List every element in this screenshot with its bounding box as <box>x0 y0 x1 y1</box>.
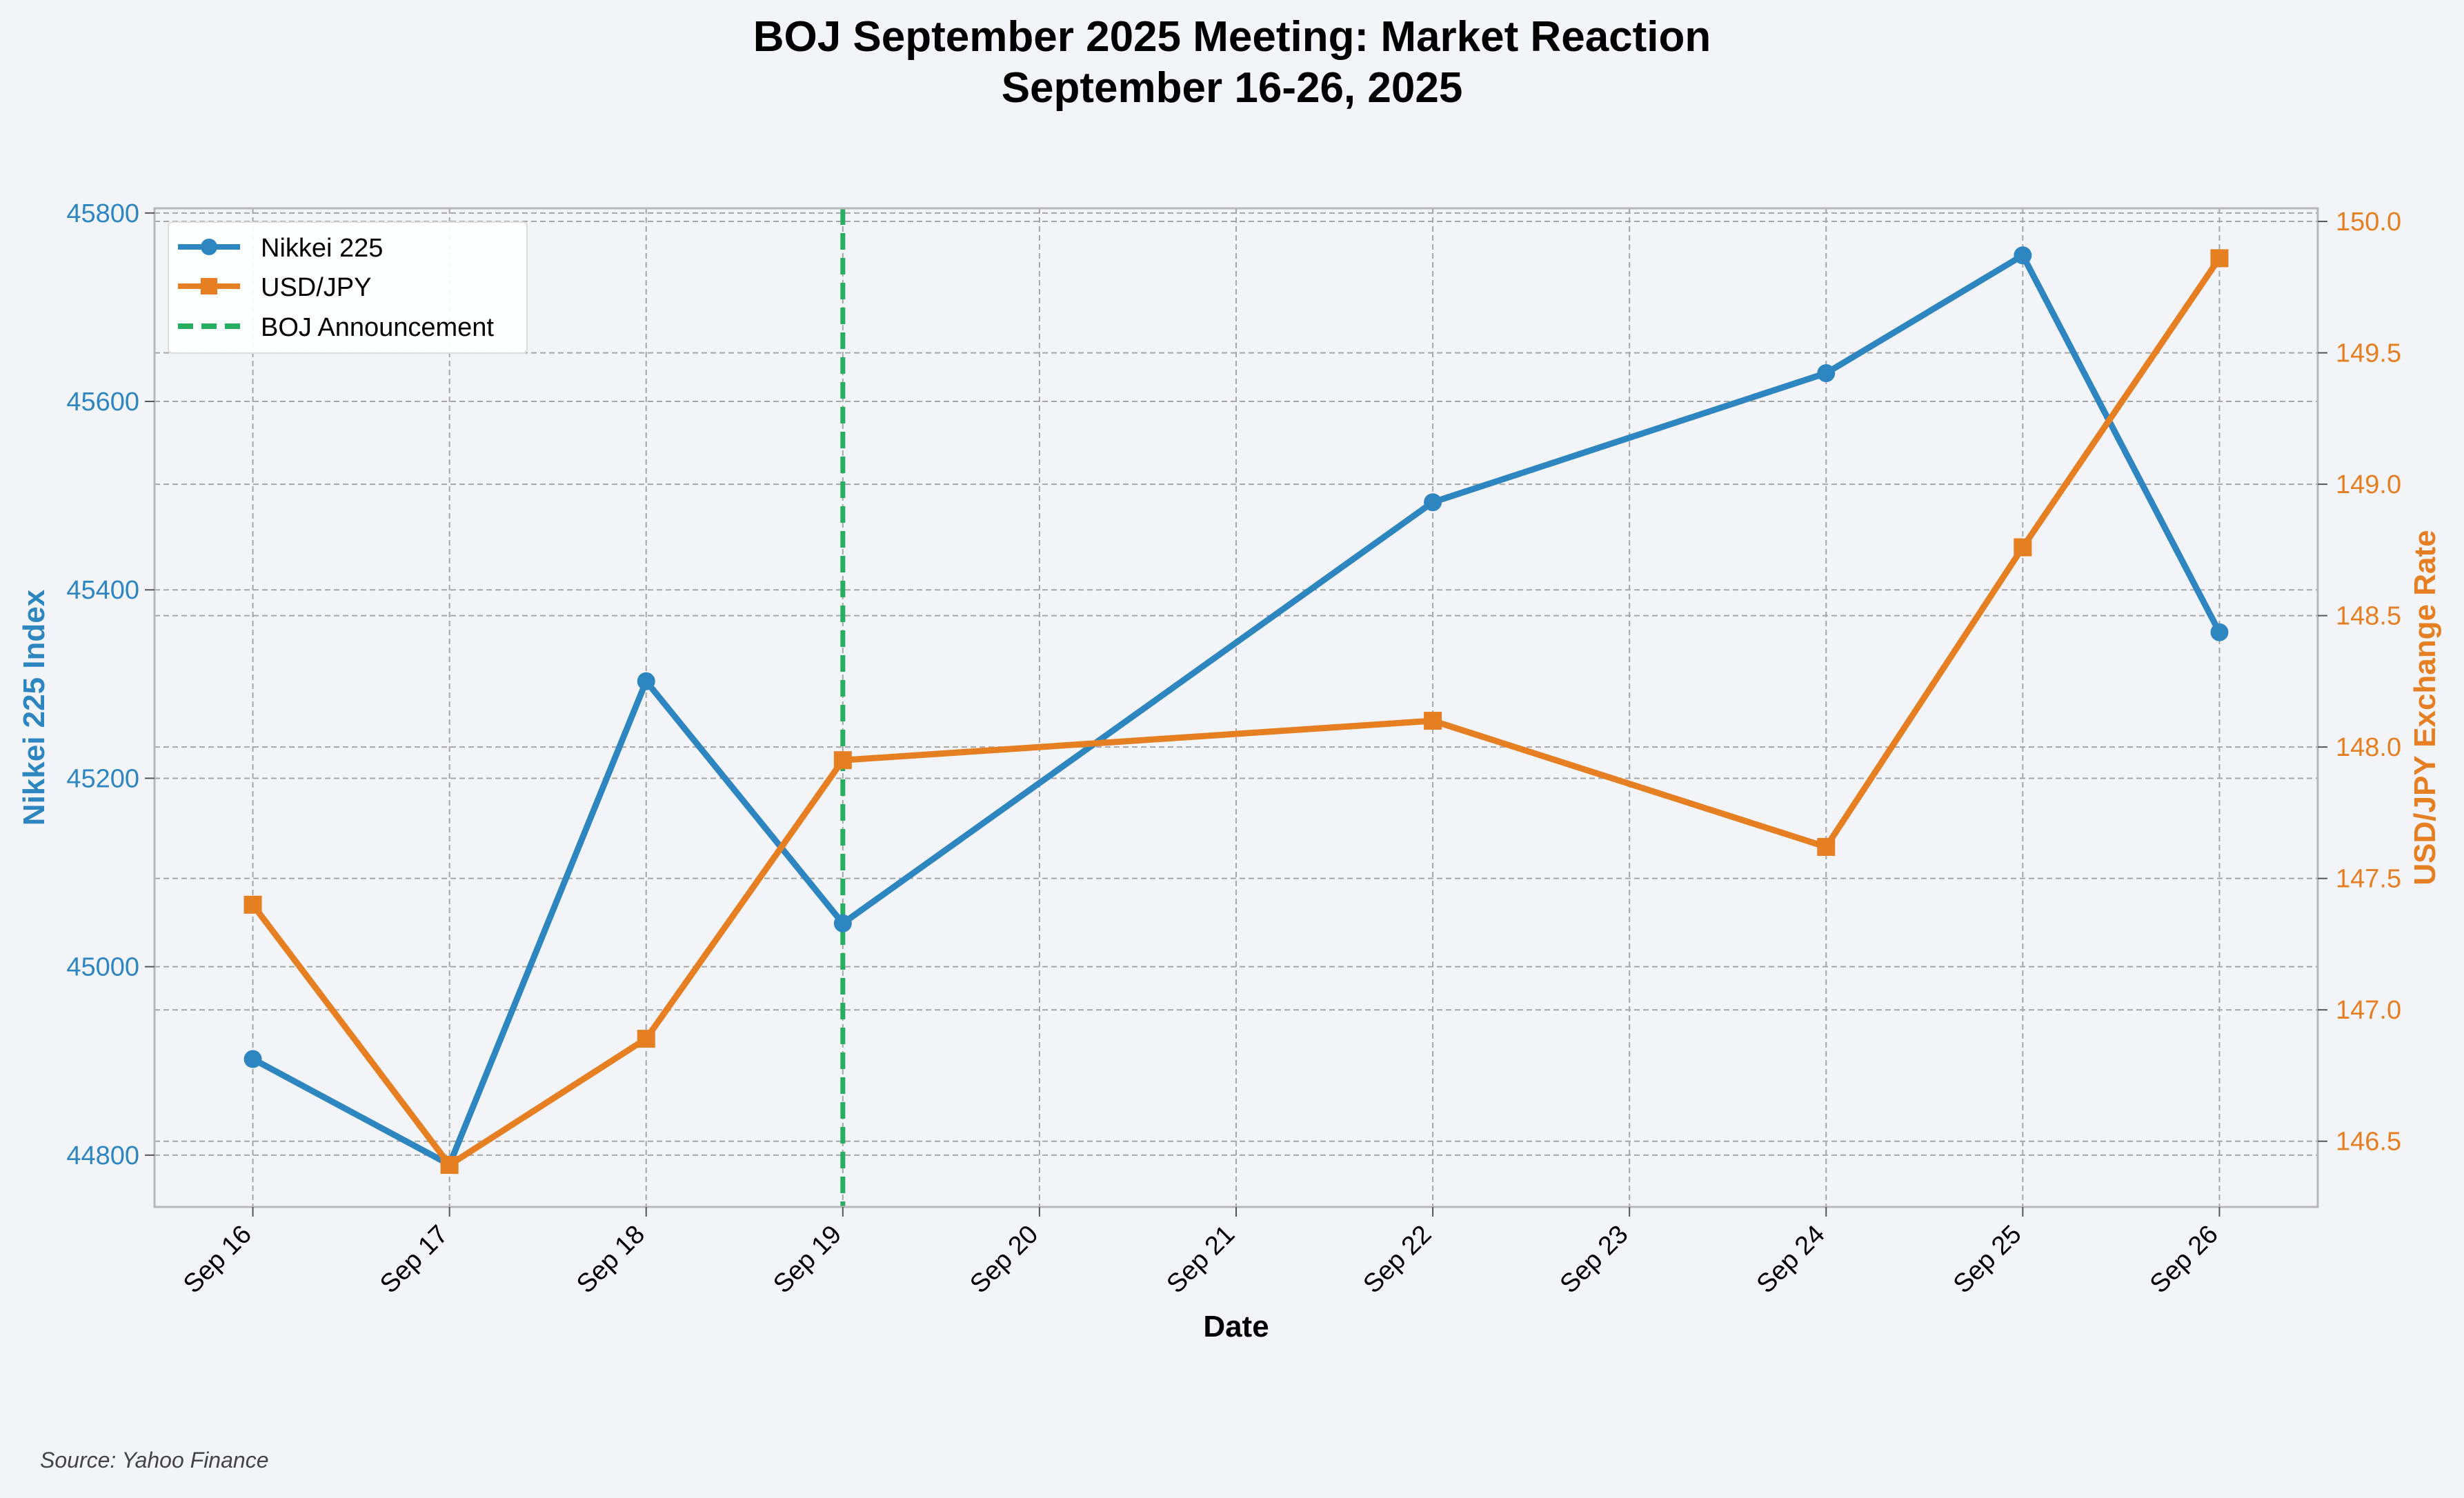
data-point-nikkei <box>244 1050 262 1068</box>
y-tick-label-left: 44800 <box>66 1141 139 1170</box>
y-axis-label-left: Nikkei 225 Index <box>17 589 51 826</box>
data-point-nikkei <box>637 672 655 690</box>
legend-label-nikkei: Nikkei 225 <box>261 234 383 263</box>
data-point-usdjpy <box>1817 837 1836 856</box>
legend: Nikkei 225 USD/JPY BOJ Announcement <box>168 221 528 354</box>
legend-entry-nikkei: Nikkei 225 <box>178 234 383 263</box>
y-tick-label-left: 45400 <box>66 576 139 605</box>
y-tick-label-right: 150.0 <box>2336 208 2401 237</box>
series-layer <box>244 246 2229 1175</box>
series-line-nikkei <box>250 252 2223 1168</box>
legend-entry-usdjpy: USD/JPY <box>178 273 371 302</box>
chart-title-line2: September 16-26, 2025 <box>1002 64 1463 112</box>
data-point-nikkei <box>1424 493 1442 512</box>
data-point-usdjpy <box>637 1030 655 1048</box>
y-tick-label-right: 148.0 <box>2336 733 2401 762</box>
legend-label-usdjpy: USD/JPY <box>261 273 371 302</box>
data-point-nikkei <box>833 914 852 932</box>
source-note: Source: Yahoo Finance <box>40 1448 268 1472</box>
y-tick-label-right: 148.5 <box>2336 602 2401 631</box>
series-line-usdjpy <box>250 254 2223 1168</box>
y-tick-label-left: 45200 <box>66 764 139 793</box>
data-point-usdjpy <box>2210 249 2229 268</box>
legend-marker-nikkei <box>201 239 217 255</box>
legend-marker-usdjpy <box>201 278 217 294</box>
data-point-nikkei <box>2014 246 2032 265</box>
y-tick-label-left: 45800 <box>66 199 139 228</box>
y-tick-label-right: 147.0 <box>2336 996 2401 1025</box>
y-tick-label-right: 149.5 <box>2336 339 2401 368</box>
data-point-usdjpy <box>440 1156 459 1175</box>
data-point-nikkei <box>2210 623 2229 641</box>
legend-box <box>168 221 528 354</box>
y-tick-label-right: 147.5 <box>2336 865 2401 894</box>
chart-title-line1: BOJ September 2025 Meeting: Market React… <box>753 13 1711 61</box>
y-axis-label-right: USD/JPY Exchange Rate <box>2408 530 2442 885</box>
y-tick-label-right: 149.0 <box>2336 470 2401 499</box>
data-point-usdjpy <box>833 751 852 770</box>
y-tick-label-right: 146.5 <box>2336 1128 2401 1157</box>
x-axis-label: Date <box>1203 1310 1269 1344</box>
data-point-usdjpy <box>1424 712 1442 730</box>
data-point-usdjpy <box>2014 538 2032 557</box>
data-point-nikkei <box>1817 364 1836 383</box>
y-tick-label-left: 45600 <box>66 388 139 417</box>
legend-entry-boj: BOJ Announcement <box>178 313 494 342</box>
y-tick-label-left: 45000 <box>66 953 139 982</box>
legend-label-boj: BOJ Announcement <box>261 313 494 342</box>
data-point-usdjpy <box>244 895 262 914</box>
